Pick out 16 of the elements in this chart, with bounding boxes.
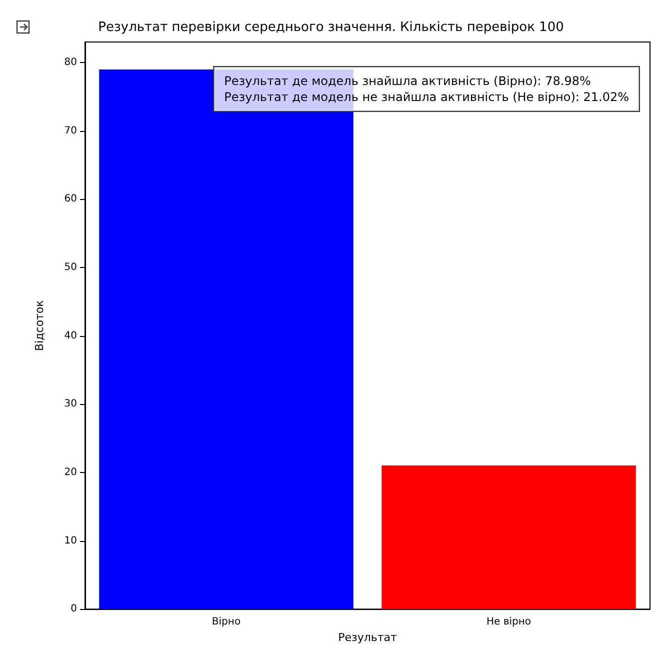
x-tick-label: Вірно bbox=[212, 616, 241, 628]
y-tick-label: 80 bbox=[64, 57, 77, 68]
y-tick-label: 70 bbox=[64, 125, 77, 136]
annotation: Результат де модель не знайшла активність (Не вірно): 21.02% bbox=[224, 90, 630, 104]
annotation: Результат де модель знайшла активність (Вірно): 78.98% bbox=[224, 74, 591, 88]
chart-title: Результат перевірки середнього значення. Кількість перевірок 100 bbox=[98, 20, 564, 35]
y-tick-label: 50 bbox=[64, 262, 77, 273]
y-tick-label: 20 bbox=[64, 466, 77, 478]
y-tick-label: 40 bbox=[64, 330, 77, 342]
x-axis-title: Результат bbox=[338, 631, 398, 644]
x-tick-label: Не вірно bbox=[486, 616, 532, 628]
y-tick-label: 60 bbox=[64, 194, 77, 205]
y-tick-label: 0 bbox=[70, 604, 77, 615]
y-tick-label: 30 bbox=[64, 398, 77, 410]
y-tick-label: 10 bbox=[64, 535, 77, 546]
y-axis-title: Відсоток bbox=[33, 300, 46, 351]
